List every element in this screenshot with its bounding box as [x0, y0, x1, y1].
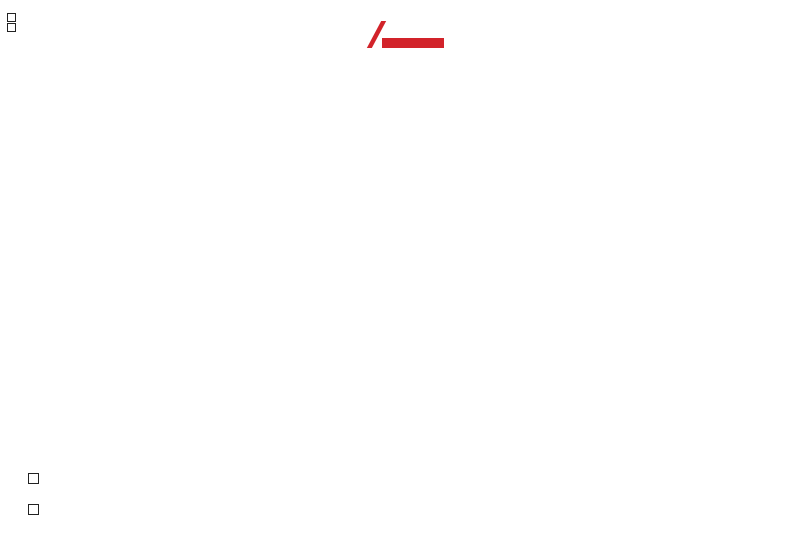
run006-swatch-icon — [28, 504, 39, 515]
top-legend-row-run003 — [7, 13, 166, 22]
run006-swatch-icon — [7, 23, 16, 32]
injen-logo-technology-band — [382, 38, 444, 48]
injen-logo — [352, 11, 462, 51]
top-legend-row-run006 — [7, 23, 166, 32]
run003-swatch-icon — [28, 473, 39, 484]
run003-swatch-icon — [7, 13, 16, 22]
